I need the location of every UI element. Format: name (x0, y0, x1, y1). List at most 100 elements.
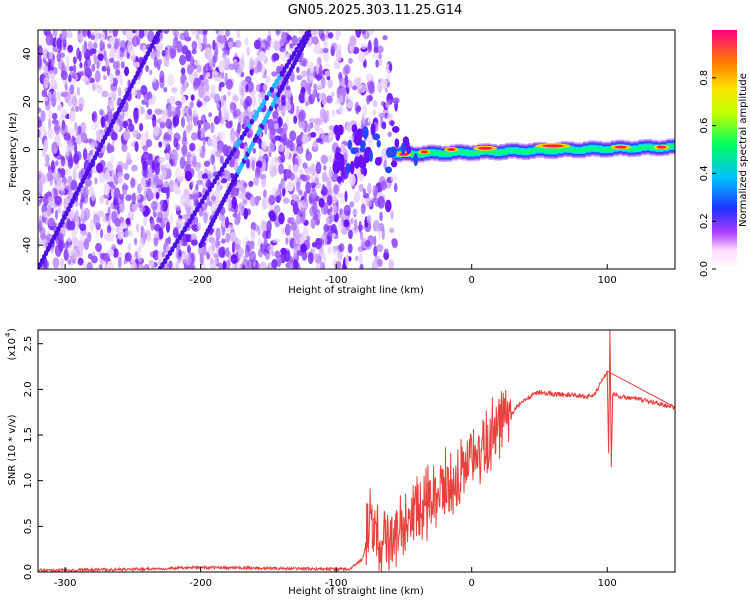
noise-blob (218, 214, 226, 221)
noise-blob (131, 204, 138, 212)
noise-blob (215, 227, 221, 241)
noise-blob (72, 167, 77, 181)
noise-blob (312, 36, 319, 45)
noise-blob (303, 191, 308, 199)
noise-blob (379, 211, 383, 222)
noise-blob (374, 255, 381, 263)
noise-blob (81, 75, 89, 82)
noise-blob (246, 81, 254, 93)
noise-blob (74, 142, 78, 155)
noise-blob (159, 76, 165, 89)
noise-blob (199, 127, 205, 139)
x-tick-label: -100 (325, 275, 348, 286)
noise-blob (368, 94, 373, 102)
noise-blob (260, 261, 267, 269)
noise-blob (243, 182, 248, 188)
noise-blob (106, 225, 112, 234)
noise-blob (98, 172, 106, 184)
noise-blob (338, 243, 345, 253)
noise-blob (143, 30, 148, 38)
transition-blob (402, 136, 410, 145)
noise-blob (99, 228, 104, 239)
noise-blob (166, 186, 170, 199)
noise-blob (271, 156, 279, 169)
noise-blob (268, 194, 276, 206)
noise-blob (69, 65, 74, 72)
noise-blob (310, 188, 317, 199)
noise-blob (296, 74, 303, 81)
noise-blob (91, 191, 96, 202)
noise-blob (292, 38, 298, 45)
noise-blob (387, 131, 392, 137)
noise-blob (116, 171, 124, 178)
noise-blob (150, 200, 158, 211)
noise-blob (329, 206, 333, 213)
noise-blob (265, 230, 272, 240)
noise-blob (38, 171, 42, 181)
track-blob (252, 114, 257, 121)
transition-blob (400, 142, 406, 156)
track-blob (306, 30, 312, 33)
noise-blob (68, 220, 76, 231)
signal-band-segment (555, 148, 564, 153)
noise-blob (149, 69, 153, 76)
y-tick-label: -20 (22, 189, 33, 205)
noise-blob (237, 192, 245, 199)
noise-blob (175, 250, 179, 259)
noise-blob (315, 137, 323, 143)
noise-blob (274, 250, 281, 259)
colorbar-tick-label: 0.4 (699, 165, 710, 181)
noise-blob (359, 263, 364, 269)
noise-blob (295, 195, 300, 203)
track-blob (289, 54, 294, 61)
noise-blob (198, 43, 203, 50)
transition-blob (362, 126, 369, 139)
noise-blob (118, 200, 125, 213)
x-tick-label: -300 (54, 578, 77, 589)
noise-blob (339, 208, 344, 216)
noise-blob (218, 59, 226, 73)
noise-blob (81, 44, 87, 55)
noise-blob (97, 210, 104, 218)
noise-blob (391, 238, 397, 246)
noise-blob (309, 117, 316, 124)
noise-blob (105, 199, 109, 206)
noise-blob (312, 89, 316, 100)
noise-blob (328, 166, 332, 180)
transition-blob (347, 139, 352, 150)
noise-blob (96, 84, 103, 94)
track-blob (204, 190, 210, 197)
signal-peak (447, 148, 456, 151)
signal-peak (656, 145, 667, 149)
noise-blob (123, 173, 130, 181)
noise-blob (210, 122, 215, 134)
noise-blob (307, 122, 312, 132)
noise-blob (328, 131, 333, 142)
noise-blob (96, 60, 100, 70)
noise-blob (67, 236, 72, 243)
noise-blob (167, 73, 175, 87)
spectrogram-heatmap (38, 30, 675, 269)
noise-blob (221, 238, 226, 244)
noise-blob (202, 34, 207, 47)
noise-blob (231, 196, 238, 210)
noise-blob (248, 240, 254, 247)
noise-blob (359, 231, 364, 241)
noise-blob (106, 142, 112, 154)
noise-blob (181, 45, 189, 55)
noise-blob (232, 61, 240, 71)
track-blob (219, 166, 225, 173)
noise-blob (296, 66, 300, 74)
noise-blob (58, 232, 64, 241)
noise-blob (292, 142, 297, 152)
noise-blob (61, 108, 68, 119)
noise-blob (356, 105, 362, 113)
noise-blob (229, 231, 237, 242)
noise-blob (218, 109, 222, 122)
noise-blob (106, 260, 114, 269)
noise-blob (181, 106, 187, 115)
noise-blob (335, 261, 342, 269)
noise-blob (376, 45, 384, 54)
noise-blob (77, 33, 84, 41)
noise-blob (272, 165, 278, 177)
